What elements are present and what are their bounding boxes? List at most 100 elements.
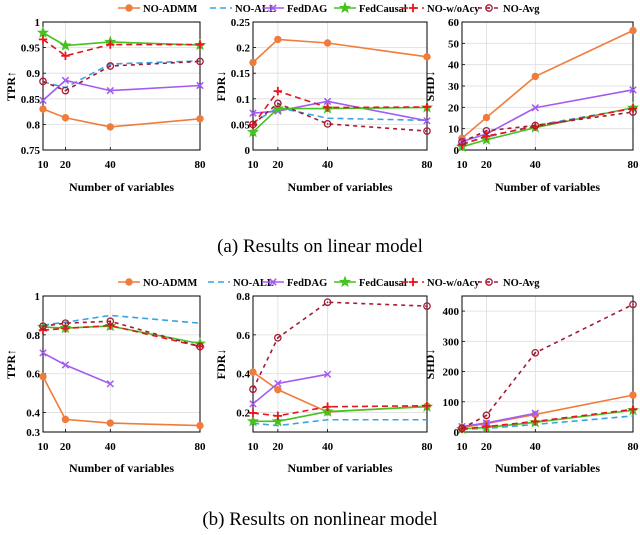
data-point: [39, 349, 47, 357]
legend-marker-ring: [485, 278, 493, 286]
data-point-dot: [276, 336, 279, 339]
data-point-ring: [249, 120, 257, 129]
data-point-dot: [109, 65, 112, 67]
data-point: [629, 108, 637, 116]
series-line: [252, 418, 427, 427]
data-point: [196, 115, 204, 123]
y-tick-label: 0.1: [236, 94, 250, 106]
data-point-ring: [629, 108, 637, 116]
data-point-ring: [423, 127, 431, 135]
data-point: [61, 415, 70, 424]
legend-item-no-all: NO-ALL: [208, 278, 274, 289]
x-tick-label: 10: [457, 441, 469, 453]
panel-0-0: 0.75 0.8 0.85 0.9 0.95 1 10 20 40 80 Number of var…: [4, 17, 207, 194]
series-line: [252, 90, 428, 126]
legend-label: FedDAG: [287, 4, 327, 15]
data-point: [38, 35, 48, 44]
x-tick-label: 10: [248, 159, 260, 171]
x-tick-label: 40: [322, 159, 334, 171]
data-point-ring: [196, 342, 204, 351]
y-tick-label: 0.15: [231, 68, 251, 80]
caption-linear: (a) Results on linear model: [217, 236, 423, 257]
legend-marker: [485, 4, 493, 12]
y-tick-label: 100: [443, 397, 460, 409]
data-point-dot: [534, 351, 537, 354]
data-point: [196, 57, 204, 66]
x-tick-label: 40: [322, 441, 334, 453]
legend-marker: [338, 275, 352, 288]
series-line: [461, 111, 634, 143]
data-point: [39, 105, 47, 113]
data-point: [531, 348, 540, 357]
y-tick-label: 0.4: [236, 369, 250, 381]
data-point: [458, 424, 466, 433]
x-tick-label: 20: [481, 159, 493, 171]
panel-1-1: 0.2 0.4 0.6 0.8 10 20 40 80 Number of variables F…: [214, 291, 434, 475]
panel-0-1: 0 0.05 0.1 0.15 0.2 0.25 10 20 40 80 Number of var…: [214, 17, 434, 194]
data-point: [323, 120, 332, 128]
series-line: [461, 408, 634, 430]
data-point: [531, 121, 540, 130]
data-point-dot: [64, 89, 67, 92]
data-point: [274, 35, 282, 44]
data-point: [196, 81, 204, 90]
x-tick-label: 40: [530, 159, 542, 171]
data-point: [61, 76, 70, 85]
series-no-w-oacy: [248, 401, 432, 421]
data-point-ring: [423, 302, 431, 310]
series-line: [252, 102, 428, 132]
x-tick-label: 80: [628, 441, 640, 453]
panel-1-0: 0.3 0.4 0.6 0.8 1 10 20 40 80 Number of variables…: [4, 291, 207, 475]
series-line: [252, 100, 428, 122]
panel-1-2: 0 100 200 300 400 10 20 40 80 Number of variables…: [423, 295, 640, 475]
data-point: [423, 302, 431, 310]
y-tick-label: 30: [448, 81, 460, 93]
series-line: [252, 38, 428, 64]
y-tick-label: 20: [448, 102, 460, 114]
axes-frame: [461, 295, 634, 433]
y-tick-label: 0.8: [26, 330, 40, 342]
data-point-ring: [106, 62, 115, 70]
y-axis-label: SHD↓: [423, 71, 437, 102]
legend-marker-ring: [485, 4, 493, 12]
caption-nonlinear: (b) Results on nonlinear model: [202, 509, 437, 530]
y-tick-label: 1: [35, 17, 41, 29]
data-point-ring: [61, 319, 70, 328]
axes-frame: [42, 21, 201, 151]
data-point-ring: [196, 57, 204, 66]
data-point: [61, 361, 70, 369]
data-point: [249, 400, 257, 408]
y-tick-label: 0.95: [21, 43, 41, 55]
y-tick-label: 0.75: [21, 145, 41, 157]
y-tick-label: 0.2: [236, 408, 250, 420]
series-line: [42, 376, 201, 427]
data-point: [248, 408, 258, 418]
y-tick-label: 400: [443, 306, 460, 318]
data-point-dot: [199, 60, 201, 63]
series-line: [252, 404, 428, 417]
axes-frame: [42, 295, 201, 433]
data-point: [531, 72, 539, 81]
data-point: [274, 333, 282, 342]
data-point-dot: [42, 325, 44, 328]
series-fedcausal: [455, 101, 640, 152]
series-fedcausal: [36, 26, 207, 51]
data-point: [61, 51, 70, 60]
series-no-admm: [39, 372, 204, 430]
data-point-dot: [326, 122, 329, 125]
data-point-dot: [461, 140, 463, 143]
data-point-ring: [39, 322, 47, 330]
legend-marker: [485, 278, 493, 286]
series-no-avg: [39, 317, 204, 351]
x-tick-label: 20: [60, 159, 72, 171]
data-point-dot: [252, 388, 254, 391]
data-point-dot: [326, 301, 329, 304]
data-point: [422, 102, 432, 112]
legend-marker: [125, 278, 133, 286]
x-tick-label: 80: [195, 159, 207, 171]
legend-marker: [269, 278, 277, 286]
data-point: [39, 96, 47, 105]
legend-item-fedcausal: FedCausal: [334, 1, 407, 15]
x-tick-label: 80: [422, 159, 434, 171]
